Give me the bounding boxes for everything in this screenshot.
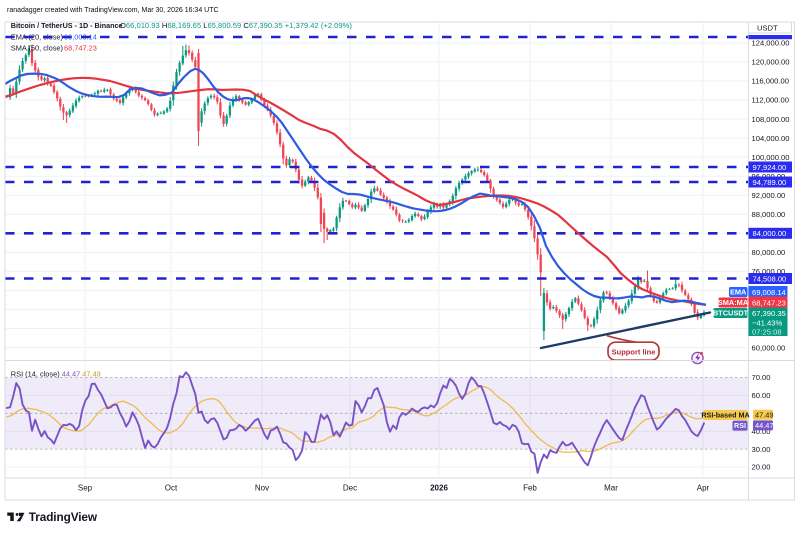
svg-text:44.47: 44.47 [755, 421, 774, 430]
svg-text:108,000.00: 108,000.00 [752, 115, 790, 124]
svg-text:88,000.00: 88,000.00 [752, 210, 786, 219]
svg-text:2026: 2026 [430, 484, 448, 493]
svg-text:30.00: 30.00 [752, 445, 771, 454]
svg-text:USDT: USDT [757, 23, 778, 32]
svg-text:47.49: 47.49 [755, 410, 774, 419]
svg-text:20.00: 20.00 [752, 463, 771, 472]
svg-text:97,924.00: 97,924.00 [753, 163, 787, 172]
svg-text:Feb: Feb [523, 484, 537, 493]
svg-text:Nov: Nov [255, 484, 269, 493]
svg-text:92,000.00: 92,000.00 [752, 191, 786, 200]
svg-text:68,747.23: 68,747.23 [752, 298, 786, 307]
svg-text:TradingView: TradingView [29, 510, 98, 524]
svg-text:ranadagger created with Tradin: ranadagger created with TradingView.com,… [7, 7, 219, 14]
svg-text:Sep: Sep [78, 484, 93, 493]
svg-text:112,000.00: 112,000.00 [752, 96, 789, 105]
svg-text:07:25:08: 07:25:08 [752, 328, 782, 337]
svg-text:EMA (20, close) 69,008.14: EMA (20, close) 69,008.14 [11, 32, 97, 41]
svg-text:124,000.00: 124,000.00 [752, 39, 790, 48]
svg-text:Support line: Support line [612, 348, 656, 357]
svg-text:RSI (14, close) 44.47 47.49: RSI (14, close) 44.47 47.49 [11, 369, 101, 378]
svg-text:60.00: 60.00 [752, 391, 771, 400]
svg-text:70.00: 70.00 [752, 373, 771, 382]
svg-text:−41.43%: −41.43% [752, 318, 782, 327]
svg-text:RSI: RSI [734, 421, 746, 430]
svg-text:120,000.00: 120,000.00 [752, 58, 790, 67]
svg-text:60,000.00: 60,000.00 [752, 343, 786, 352]
svg-text:40.00: 40.00 [752, 427, 771, 436]
svg-text:SMA:MA: SMA:MA [718, 298, 749, 307]
svg-text:RSI-based MA: RSI-based MA [701, 411, 749, 420]
svg-text:74,508.00: 74,508.00 [753, 274, 787, 283]
svg-text:84,000.00: 84,000.00 [753, 229, 787, 238]
svg-text:76,000.00: 76,000.00 [752, 267, 786, 276]
svg-text:EMA: EMA [730, 288, 747, 297]
svg-text:Dec: Dec [343, 484, 357, 493]
svg-text:104,000.00: 104,000.00 [752, 134, 790, 143]
svg-text:67,390.35: 67,390.35 [752, 309, 786, 318]
svg-text:Oct: Oct [165, 484, 178, 493]
svg-text:116,000.00: 116,000.00 [752, 77, 789, 86]
svg-text:100,000.00: 100,000.00 [752, 153, 790, 162]
svg-text:Mar: Mar [604, 484, 618, 493]
svg-text:SMA (50, close) 68,747.23: SMA (50, close) 68,747.23 [11, 43, 97, 52]
svg-text:96,000.00: 96,000.00 [752, 172, 786, 181]
svg-text:Apr: Apr [697, 484, 710, 493]
svg-text:69,008.14: 69,008.14 [752, 288, 786, 297]
svg-text:Bitcoin / TetherUS - 1D - Bina: Bitcoin / TetherUS - 1D - BinanceO66,010… [11, 21, 353, 30]
svg-text:BTCUSDT: BTCUSDT [713, 309, 749, 318]
svg-text:80,000.00: 80,000.00 [752, 248, 786, 257]
svg-text:94,789.00: 94,789.00 [753, 178, 787, 187]
